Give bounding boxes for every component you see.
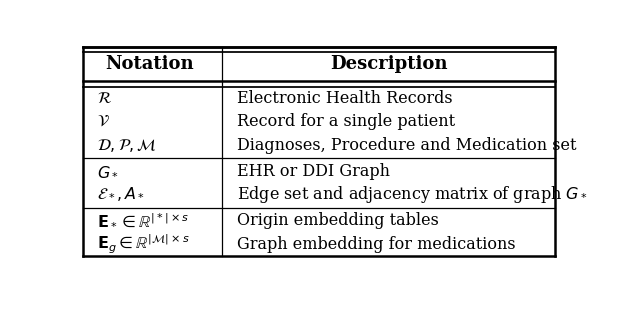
Text: Origin embedding tables: Origin embedding tables bbox=[237, 212, 439, 229]
Text: $G_*$: $G_*$ bbox=[97, 163, 119, 180]
Text: Edge set and adjacency matrix of graph $G_*$: Edge set and adjacency matrix of graph $… bbox=[237, 184, 588, 205]
Text: $\mathcal{R}$: $\mathcal{R}$ bbox=[97, 90, 112, 107]
Text: Record for a single patient: Record for a single patient bbox=[237, 113, 455, 130]
Text: Graph embedding for medications: Graph embedding for medications bbox=[237, 236, 516, 253]
Text: $\mathcal{V}$: $\mathcal{V}$ bbox=[97, 113, 110, 130]
Text: EHR or DDI Graph: EHR or DDI Graph bbox=[237, 163, 390, 180]
Text: $\mathcal{E}_*, A_*$: $\mathcal{E}_*, A_*$ bbox=[97, 186, 145, 203]
Text: Description: Description bbox=[330, 55, 447, 73]
Text: $\mathbf{E}_g \in \mathbb{R}^{|\mathcal{M}|\times s}$: $\mathbf{E}_g \in \mathbb{R}^{|\mathcal{… bbox=[97, 233, 190, 256]
Text: Electronic Health Records: Electronic Health Records bbox=[237, 90, 452, 107]
Text: Notation: Notation bbox=[106, 55, 194, 73]
Text: $\mathbf{E}_* \in \mathbb{R}^{|*|\times s}$: $\mathbf{E}_* \in \mathbb{R}^{|*|\times … bbox=[97, 212, 190, 229]
Text: $\mathcal{D}, \mathcal{P}, \mathcal{M}$: $\mathcal{D}, \mathcal{P}, \mathcal{M}$ bbox=[97, 137, 157, 153]
Text: Diagnoses, Procedure and Medication set: Diagnoses, Procedure and Medication set bbox=[237, 137, 577, 153]
